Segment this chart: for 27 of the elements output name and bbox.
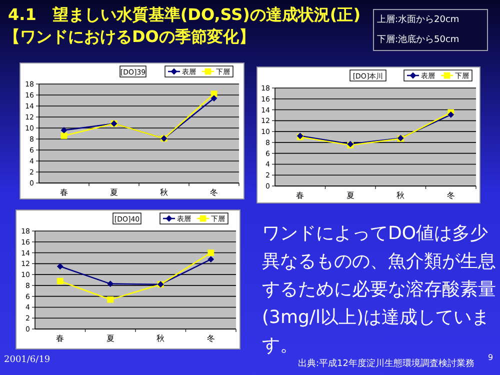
x-tick-label: 秋 bbox=[160, 188, 168, 197]
x-tick-label: 春 bbox=[56, 334, 64, 343]
point bbox=[60, 132, 68, 139]
x-tick-label: 秋 bbox=[396, 191, 405, 200]
x-tick-label: 春 bbox=[296, 191, 304, 200]
x-tick-label: 冬 bbox=[446, 191, 455, 200]
x-tick-label: 夏 bbox=[110, 188, 118, 197]
point bbox=[208, 256, 214, 263]
text: 【ワンドにおけるDOの季節変化】 bbox=[4, 27, 255, 48]
x-tick-label: 冬 bbox=[206, 334, 215, 343]
source-note: 出典:平成12年度淀川生態環境調査検討業務 bbox=[298, 358, 474, 370]
text: 2001/6/19 bbox=[4, 355, 50, 365]
x-tick-label: 秋 bbox=[156, 334, 165, 343]
text: 上層:水面から20cm bbox=[377, 14, 460, 26]
point bbox=[56, 263, 64, 270]
x-tick-label: 春 bbox=[60, 188, 68, 197]
text: 4.1 望ましい水質基準(DO,SS)の達成状況(正) bbox=[8, 5, 361, 26]
text: 下層:池底から50cm bbox=[377, 34, 460, 46]
point bbox=[107, 296, 114, 303]
point bbox=[107, 280, 114, 288]
text: 9 bbox=[488, 353, 494, 362]
point bbox=[56, 278, 64, 284]
point bbox=[208, 250, 214, 256]
point bbox=[60, 127, 68, 134]
x-tick-label: 夏 bbox=[106, 334, 114, 343]
x-tick-label: 冬 bbox=[210, 188, 218, 197]
x-tick-label: 夏 bbox=[346, 191, 354, 200]
